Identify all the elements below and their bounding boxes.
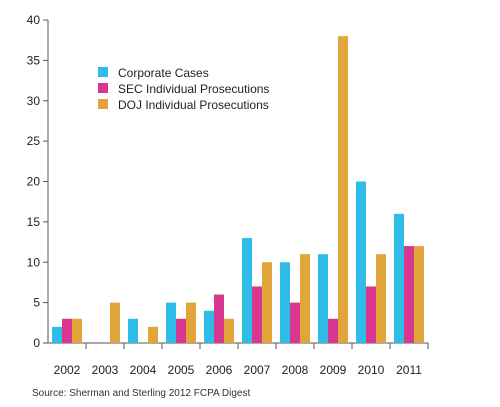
bar-sec-individual-prosecutions-2009 (328, 318, 338, 343)
bar-corporate-cases-2009 (318, 254, 328, 343)
y-tick-label: 35 (27, 53, 41, 67)
bar-corporate-cases-2010 (356, 181, 366, 343)
bar-corporate-cases-2002 (52, 326, 62, 343)
y-tick-label: 40 (27, 13, 41, 27)
bar-sec-individual-prosecutions-2006 (214, 294, 224, 343)
bar-doj-individual-prosecutions-2008 (300, 254, 310, 343)
y-tick-label: 25 (27, 134, 41, 148)
legend-swatch (98, 99, 108, 109)
y-axis-ticks: 0 5 10 15 20 25 30 35 40 (27, 13, 48, 350)
legend-swatch (98, 67, 108, 77)
y-tick-label: 30 (27, 94, 41, 108)
bar-sec-individual-prosecutions-2010 (366, 286, 376, 343)
y-tick-label: 10 (27, 255, 41, 269)
bar-sec-individual-prosecutions-2005 (176, 318, 186, 343)
y-tick-label: 15 (27, 215, 41, 229)
x-tick-label: 2002 (54, 363, 81, 377)
legend-label: DOJ Individual Prosecutions (118, 98, 269, 112)
y-tick-label: 20 (27, 175, 41, 189)
bar-corporate-cases-2007 (242, 238, 252, 343)
bar-doj-individual-prosecutions-2010 (376, 254, 386, 343)
bar-doj-individual-prosecutions-2006 (224, 318, 234, 343)
bar-doj-individual-prosecutions-2003 (110, 302, 120, 343)
legend-swatch (98, 83, 108, 93)
x-tick-label: 2010 (358, 363, 385, 377)
y-tick-label: 0 (33, 336, 40, 350)
bar-corporate-cases-2006 (204, 310, 214, 343)
x-axis-ticks: 2002 2003 2004 2005 2006 2007 2008 2009 2010 2011 (54, 343, 429, 377)
source-note: Source: Sherman and Sterling 2012 FCPA D… (32, 388, 251, 399)
x-tick-label: 2006 (206, 363, 233, 377)
x-tick-label: 2007 (244, 363, 271, 377)
y-tick-label: 5 (33, 296, 40, 310)
x-tick-label: 2008 (282, 363, 309, 377)
bar-doj-individual-prosecutions-2007 (262, 262, 272, 343)
bar-doj-individual-prosecutions-2004 (148, 326, 158, 343)
x-tick-label: 2003 (92, 363, 119, 377)
bar-doj-individual-prosecutions-2002 (72, 318, 82, 343)
bar-sec-individual-prosecutions-2011 (404, 246, 414, 343)
x-tick-label: 2011 (396, 363, 422, 377)
bar-corporate-cases-2004 (128, 318, 138, 343)
bar-sec-individual-prosecutions-2007 (252, 286, 262, 343)
legend-label: Corporate Cases (118, 66, 209, 80)
legend: Corporate Cases SEC Individual Prosecutio… (98, 66, 269, 112)
bar-corporate-cases-2008 (280, 262, 290, 343)
bar-doj-individual-prosecutions-2011 (414, 246, 424, 343)
bars (52, 36, 424, 344)
legend-label: SEC Individual Prosecutions (118, 82, 269, 96)
x-tick-label: 2005 (168, 363, 195, 377)
x-tick-label: 2004 (130, 363, 157, 377)
bar-doj-individual-prosecutions-2005 (186, 302, 196, 343)
bar-sec-individual-prosecutions-2008 (290, 302, 300, 343)
bar-doj-individual-prosecutions-2009 (338, 36, 348, 344)
bar-corporate-cases-2011 (394, 213, 404, 343)
bar-sec-individual-prosecutions-2002 (62, 318, 72, 343)
x-tick-label: 2009 (320, 363, 347, 377)
bar-corporate-cases-2005 (166, 302, 176, 343)
